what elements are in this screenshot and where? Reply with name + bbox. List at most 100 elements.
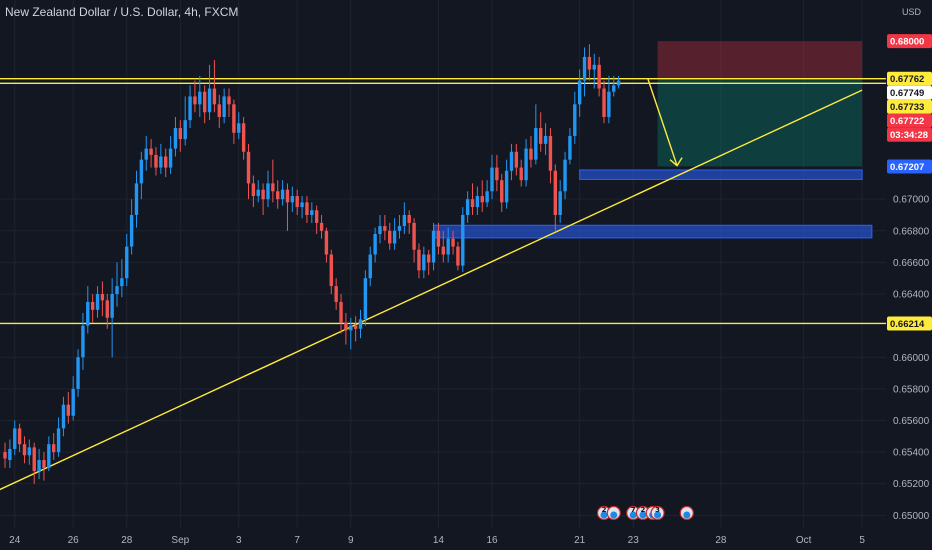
event-flag-icon — [629, 511, 637, 519]
x-tick-label: 23 — [628, 535, 640, 546]
candle — [529, 148, 533, 160]
x-tick-label: 5 — [859, 535, 865, 546]
x-tick-label: 21 — [574, 535, 586, 546]
y-tick-label: 0.65000 — [893, 511, 930, 522]
price-label: 0.67749 — [890, 88, 924, 99]
candle — [212, 88, 217, 105]
candle — [27, 447, 32, 456]
candle — [8, 448, 12, 461]
candle — [300, 202, 304, 208]
candle — [256, 189, 260, 197]
chart-title: New Zealand Dollar / U.S. Dollar, 4h, FX… — [5, 5, 238, 19]
candle — [164, 156, 168, 168]
x-tick-label: Oct — [796, 535, 812, 546]
candle — [276, 191, 280, 200]
candle — [241, 123, 246, 152]
candle — [548, 135, 553, 171]
candle — [602, 88, 606, 117]
candle — [431, 230, 436, 263]
candle — [344, 322, 348, 331]
candle — [397, 226, 402, 231]
candle — [597, 64, 601, 89]
currency-label: USD — [902, 7, 922, 17]
candle — [42, 460, 46, 468]
candle — [227, 96, 231, 105]
candle — [125, 246, 129, 279]
candle — [616, 80, 621, 86]
price-labels: 0.68000 0.67762 0.67749 0.67733 0.67722 03:34… — [887, 34, 932, 331]
time-axis-panel — [0, 528, 932, 550]
x-tick-label: 28 — [715, 535, 727, 546]
candle — [71, 388, 75, 416]
candle — [149, 148, 153, 155]
candle — [539, 128, 543, 144]
candle — [334, 286, 338, 302]
candle — [95, 294, 100, 310]
candle — [159, 156, 163, 168]
candle — [324, 230, 329, 255]
candle — [368, 254, 372, 279]
candle — [285, 189, 290, 203]
candle — [451, 238, 455, 247]
demand-zone — [579, 169, 863, 180]
candle — [76, 357, 80, 389]
candle — [17, 428, 22, 445]
candle — [100, 294, 105, 301]
candle — [456, 246, 460, 266]
short-position-tool[interactable] — [657, 41, 863, 167]
candle — [422, 254, 426, 271]
y-tick-label: 0.66600 — [893, 258, 930, 269]
candle — [475, 196, 480, 208]
candle — [202, 91, 207, 113]
candle — [237, 123, 241, 133]
price-label: 0.67762 — [890, 74, 924, 85]
candle — [66, 404, 71, 416]
candle — [534, 128, 538, 160]
candle — [222, 96, 226, 117]
candle — [407, 214, 411, 223]
candle — [500, 180, 504, 203]
arrow-head — [669, 157, 683, 167]
candle — [383, 226, 387, 231]
event-count: 2 — [602, 506, 607, 514]
candle — [61, 404, 66, 429]
candle — [480, 196, 484, 203]
candle — [519, 167, 523, 181]
candle — [426, 254, 431, 263]
candle — [295, 196, 299, 208]
candle — [314, 210, 319, 223]
candle — [504, 170, 509, 203]
candle — [392, 230, 397, 244]
candle — [563, 159, 567, 192]
candle — [154, 154, 158, 168]
candle — [178, 128, 183, 140]
candle — [573, 104, 577, 136]
candle — [246, 151, 251, 184]
candle — [587, 56, 592, 70]
event-flag-icon — [654, 511, 662, 519]
trendline-segment — [0, 89, 863, 491]
x-tick-label: 28 — [121, 535, 133, 546]
candle — [129, 214, 134, 247]
candle — [436, 230, 441, 247]
price-label: 03:34:28 — [890, 130, 928, 141]
candle — [52, 444, 56, 453]
candle — [612, 85, 616, 92]
time-axis[interactable]: 24 26 28 Sep 3 7 9 14 16 21 23 28 Oct 5 — [0, 528, 932, 550]
event-flag-icon — [600, 511, 608, 519]
candles — [3, 44, 621, 484]
candle — [358, 319, 363, 329]
candle — [173, 128, 178, 149]
y-tick-label: 0.66400 — [893, 290, 930, 301]
candle — [115, 286, 119, 295]
price-label: 0.67733 — [890, 102, 924, 113]
candle — [207, 88, 212, 113]
event-count: 3 — [655, 506, 660, 514]
x-tick-label: 3 — [236, 535, 242, 546]
candle — [470, 199, 475, 208]
candle — [402, 214, 407, 227]
candle — [13, 428, 17, 449]
candle — [485, 191, 489, 203]
